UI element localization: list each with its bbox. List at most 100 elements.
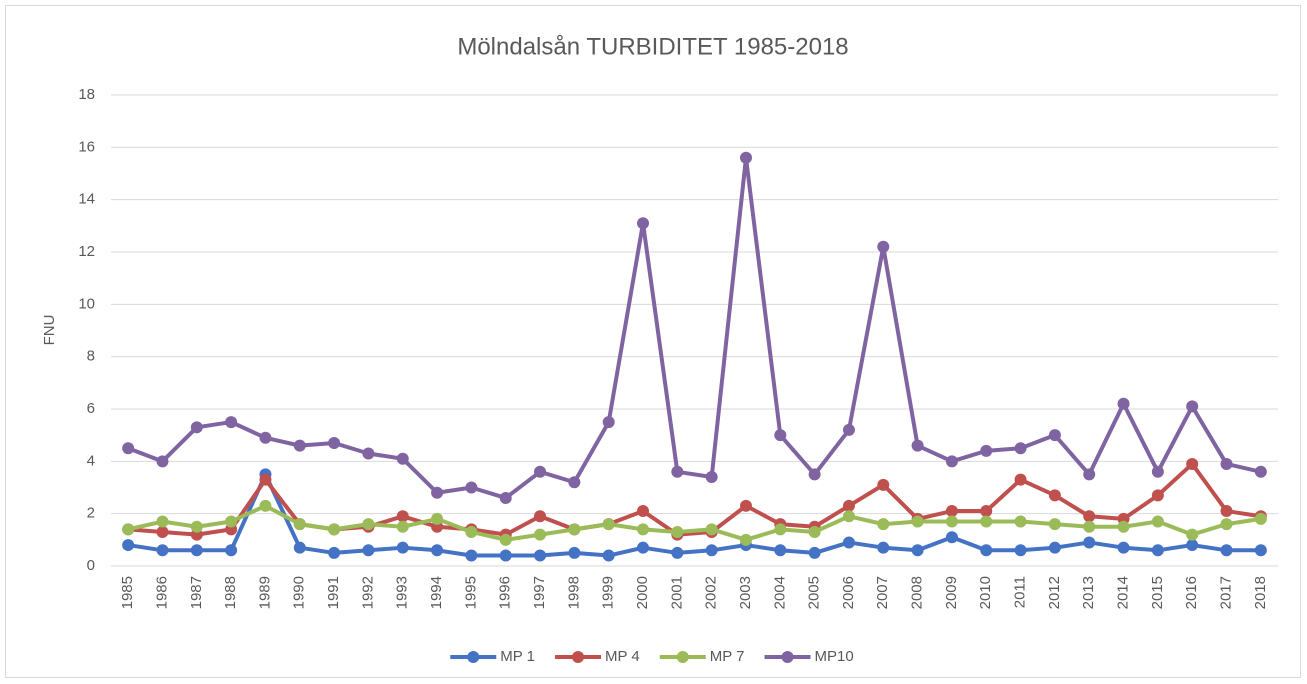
data-point	[1048, 489, 1061, 502]
data-point	[190, 544, 203, 557]
data-point	[293, 518, 306, 531]
x-tick-label: 2009	[943, 576, 960, 609]
data-point	[1151, 489, 1164, 502]
data-point	[156, 515, 169, 528]
chart-title: Mölndalsån TURBIDITET 1985-2018	[457, 33, 848, 60]
data-point	[774, 523, 787, 536]
data-point	[705, 544, 718, 557]
data-point	[637, 505, 650, 518]
x-tick-label: 1997	[531, 576, 548, 609]
data-point	[362, 447, 375, 460]
series-line	[127, 155, 1262, 500]
y-tick-label: 4	[87, 452, 95, 469]
data-point	[156, 455, 169, 468]
legend-marker	[676, 651, 689, 663]
legend-marker	[467, 651, 480, 663]
y-tick-label: 14	[78, 191, 95, 208]
data-point	[122, 442, 135, 455]
data-point	[739, 151, 752, 164]
data-point	[877, 541, 890, 554]
data-point	[431, 512, 444, 525]
x-tick-label: 1996	[497, 576, 514, 609]
data-point	[225, 515, 238, 528]
data-point	[911, 515, 924, 528]
x-tick-label: 1987	[188, 576, 205, 609]
legend-label: MP 7	[710, 648, 745, 665]
x-tick-label: 1986	[153, 576, 170, 609]
data-point	[122, 523, 135, 536]
data-point	[637, 217, 650, 230]
data-point	[259, 499, 272, 512]
data-point	[396, 520, 409, 533]
data-point	[259, 431, 272, 444]
data-point	[1083, 510, 1096, 523]
data-point	[1083, 520, 1096, 533]
data-point	[293, 541, 306, 554]
legend-marker	[781, 651, 794, 663]
data-point	[739, 499, 752, 512]
data-point	[431, 486, 444, 499]
data-point	[534, 549, 547, 562]
data-point	[842, 423, 855, 436]
x-tick-label: 2001	[668, 576, 685, 609]
data-point	[431, 544, 444, 557]
data-point	[911, 544, 924, 557]
data-point	[1151, 515, 1164, 528]
data-point	[1220, 518, 1233, 531]
data-point	[637, 523, 650, 536]
data-point	[877, 478, 890, 491]
x-tick-label: 1998	[565, 576, 582, 609]
data-point	[877, 518, 890, 531]
data-point	[328, 437, 341, 450]
data-point	[1048, 429, 1061, 442]
x-tick-label: 1988	[222, 576, 239, 609]
data-point	[1117, 397, 1130, 410]
data-point	[534, 465, 547, 478]
data-point	[1117, 520, 1130, 533]
data-point	[842, 499, 855, 512]
x-tick-label: 1995	[462, 576, 479, 609]
x-tick-label: 2016	[1183, 576, 1200, 609]
data-point	[225, 544, 238, 557]
data-point	[499, 549, 512, 562]
data-point	[362, 544, 375, 557]
x-tick-label: 2000	[634, 576, 651, 609]
data-point	[568, 476, 581, 489]
data-point	[568, 546, 581, 559]
data-point	[1254, 544, 1267, 557]
data-point	[1186, 400, 1199, 413]
data-point	[1151, 465, 1164, 478]
y-axis-label: FNU	[41, 315, 58, 346]
y-tick-label: 0	[87, 557, 95, 574]
data-point	[911, 439, 924, 452]
x-tick-label: 1993	[394, 576, 411, 609]
data-point	[1014, 515, 1027, 528]
data-point	[842, 536, 855, 549]
data-point	[671, 465, 684, 478]
data-point	[945, 455, 958, 468]
data-point	[465, 525, 478, 538]
x-tick-label: 2013	[1080, 576, 1097, 609]
data-point	[602, 416, 615, 429]
data-point	[945, 515, 958, 528]
data-point	[1254, 512, 1267, 525]
data-point	[1220, 457, 1233, 470]
data-point	[980, 444, 993, 457]
data-point	[808, 525, 821, 538]
data-point	[396, 452, 409, 465]
data-point	[465, 481, 478, 494]
data-point	[190, 421, 203, 434]
data-point	[156, 544, 169, 557]
data-point	[980, 544, 993, 557]
x-tick-label: 1990	[291, 576, 308, 609]
data-point	[705, 471, 718, 484]
data-point	[1083, 468, 1096, 481]
x-tick-label: 2017	[1217, 576, 1234, 609]
data-point	[1220, 505, 1233, 518]
data-point	[1048, 541, 1061, 554]
x-tick-label: 2015	[1149, 576, 1166, 609]
x-tick-label: 2018	[1252, 576, 1269, 609]
data-point	[602, 549, 615, 562]
x-tick-label: 2014	[1115, 576, 1132, 609]
